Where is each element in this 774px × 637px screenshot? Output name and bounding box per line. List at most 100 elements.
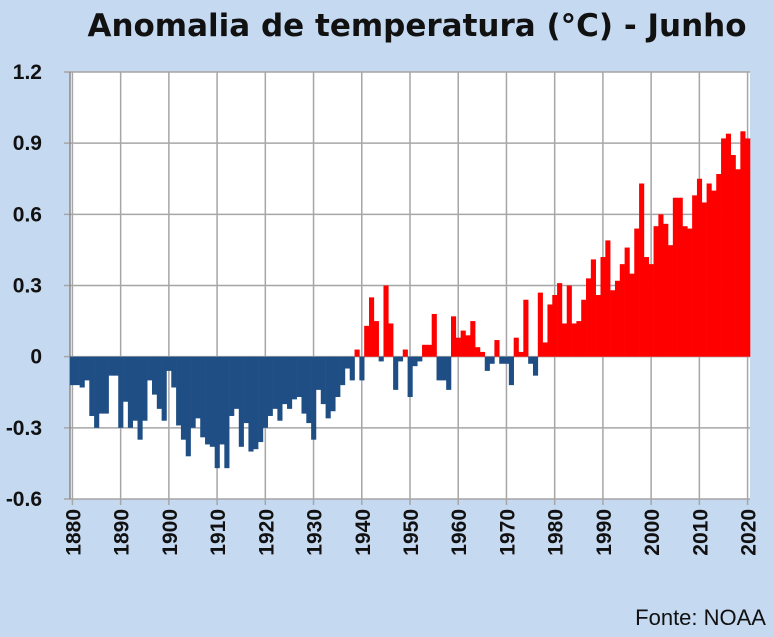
bar: [730, 155, 736, 357]
bar: [470, 321, 476, 357]
x-axis: 1880 1890 1900 1910 1920 1930 1940 1950 1960 1970…: [62, 509, 760, 556]
bar: [745, 138, 751, 357]
x-tick-label: 1890: [111, 509, 134, 556]
bar: [282, 356, 288, 405]
bar: [388, 323, 394, 357]
bar: [431, 313, 437, 357]
bar: [113, 356, 119, 376]
bar: [643, 257, 650, 357]
bar: [171, 356, 177, 388]
bar: [441, 356, 447, 381]
bar: [301, 356, 307, 414]
bar: [89, 356, 95, 416]
bar: [330, 356, 336, 412]
bar: [315, 356, 322, 390]
bar: [653, 226, 659, 357]
bar: [258, 356, 264, 443]
bar: [581, 299, 587, 357]
bar: [369, 297, 375, 357]
y-tick-label: 1.2: [13, 61, 42, 84]
bar: [417, 356, 423, 362]
x-tick-label: 1920: [255, 509, 278, 556]
bar: [619, 264, 625, 357]
bar: [70, 356, 76, 386]
bar: [325, 356, 331, 419]
bar: [74, 356, 80, 386]
bar: [147, 356, 153, 381]
bar: [489, 356, 495, 364]
bar: [484, 356, 490, 371]
bar: [590, 259, 596, 357]
bar: [354, 349, 360, 357]
bar: [518, 351, 524, 357]
bar: [523, 299, 529, 357]
bar: [412, 356, 418, 367]
y-tick-label: 0: [30, 346, 42, 369]
bar: [383, 285, 389, 357]
bar: [557, 283, 563, 357]
y-axis: 1.2 0.9 0.6 0.3 0 -0.3 -0.6: [6, 61, 42, 511]
bar: [687, 228, 693, 357]
x-tick-label: 2010: [689, 509, 712, 556]
bar: [224, 356, 230, 469]
bar: [151, 356, 158, 395]
bar: [262, 356, 269, 428]
y-tick-label: 0.3: [13, 275, 42, 298]
bar: [180, 356, 187, 440]
x-tick-label: 2020: [738, 509, 761, 556]
bar: [209, 356, 215, 447]
bars: [70, 131, 751, 469]
bar: [156, 356, 162, 409]
bar: [291, 356, 297, 400]
bar: [161, 356, 167, 421]
bar: [677, 197, 683, 357]
bar: [84, 356, 90, 381]
bar: [233, 356, 240, 409]
bar: [455, 337, 461, 357]
bar: [537, 292, 543, 357]
bar: [79, 356, 85, 388]
bar: [508, 356, 514, 386]
bar: [123, 356, 129, 402]
bar: [668, 245, 674, 357]
bar: [605, 240, 611, 357]
bar: [624, 247, 630, 357]
bar: [195, 356, 201, 419]
x-tick-label: 1980: [545, 509, 568, 556]
bar: [176, 356, 182, 426]
bar: [706, 183, 712, 357]
bar: [378, 356, 384, 362]
bar: [344, 356, 351, 369]
chart-title: Anomalia de temperatura (°C) - Junho: [87, 8, 747, 44]
bar: [547, 304, 553, 357]
bar: [672, 197, 678, 357]
bar: [253, 356, 259, 450]
bar: [248, 356, 254, 452]
bar: [426, 344, 433, 357]
bar: [287, 356, 293, 409]
bar: [127, 356, 133, 428]
bar: [108, 356, 114, 376]
bar: [200, 356, 206, 438]
bar: [595, 294, 601, 357]
bar: [402, 349, 408, 357]
x-tick-label: 1910: [207, 509, 230, 556]
bar: [450, 316, 457, 357]
bar: [335, 356, 341, 397]
x-tick-label: 1930: [304, 509, 327, 556]
bar: [629, 273, 635, 357]
bar: [600, 257, 606, 357]
x-tick-label: 2000: [641, 509, 664, 556]
bar: [735, 169, 741, 357]
bar: [340, 356, 346, 386]
bar: [479, 351, 486, 357]
bar: [460, 330, 466, 357]
bar: [98, 356, 105, 414]
bar: [711, 190, 717, 357]
bar: [296, 356, 302, 397]
bar: [692, 195, 698, 357]
bar: [393, 356, 399, 390]
bar: [663, 223, 669, 357]
bar: [306, 356, 312, 424]
